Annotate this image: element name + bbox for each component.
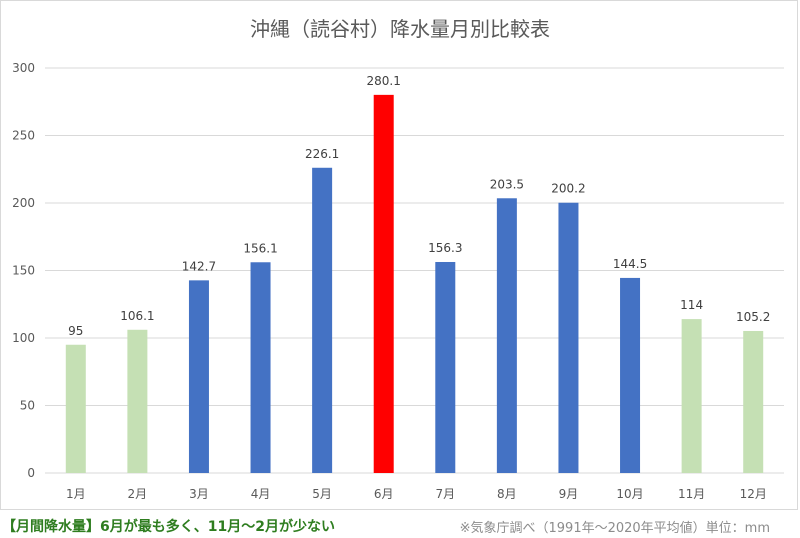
data-label: 226.1: [305, 147, 339, 161]
chart-title: 沖縄（読谷村）降水量月別比較表: [250, 17, 550, 41]
data-label: 156.3: [428, 241, 462, 255]
y-tick-label: 150: [12, 264, 35, 278]
data-label: 200.2: [551, 182, 585, 196]
bar: [620, 277, 641, 473]
bar: [558, 202, 579, 474]
summary-note: 【月間降水量】6月が最も多く、11月～2月が少ない: [2, 519, 335, 535]
y-tick-label: 300: [12, 61, 35, 75]
footer: 【月間降水量】6月が最も多く、11月～2月が少ない ※気象庁調べ（1991年～2…: [0, 514, 800, 538]
bar: [127, 329, 148, 473]
y-tick-label: 200: [12, 196, 35, 210]
y-tick-label: 250: [12, 129, 35, 143]
x-tick-label: 6月: [374, 487, 394, 501]
x-tick-label: 12月: [740, 487, 767, 501]
x-tick-label: 4月: [251, 487, 271, 501]
data-label: 144.5: [613, 257, 647, 271]
x-tick-label: 2月: [128, 487, 148, 501]
bar: [496, 198, 517, 473]
data-label: 95: [68, 324, 83, 338]
x-tick-label: 10月: [616, 487, 643, 501]
y-tick-label: 100: [12, 331, 35, 345]
bar: [250, 262, 271, 473]
x-tick-label: 7月: [435, 487, 455, 501]
x-tick-label: 3月: [189, 487, 209, 501]
bar: [681, 319, 702, 473]
bar: [65, 344, 86, 473]
data-label: 114: [680, 298, 703, 312]
x-tick-label: 9月: [559, 487, 579, 501]
data-label: 105.2: [736, 310, 770, 324]
data-label: 142.7: [182, 259, 216, 273]
data-label: 203.5: [490, 177, 524, 191]
bar: [373, 94, 394, 474]
x-tick-label: 1月: [66, 487, 86, 501]
bar: [188, 280, 209, 473]
y-tick-label: 50: [20, 399, 35, 413]
bar: [743, 330, 764, 473]
data-label: 280.1: [367, 74, 401, 88]
bar: [435, 261, 456, 473]
y-tick-label: 0: [27, 466, 35, 480]
x-tick-label: 11月: [678, 487, 705, 501]
source-note: ※気象庁調べ（1991年～2020年平均値）単位：mm: [459, 521, 770, 536]
chart-frame: 沖縄（読谷村）降水量月別比較表 0 50 100 150 200 250 300 95 1月 10…: [0, 0, 798, 510]
x-tick-label: 8月: [497, 487, 517, 501]
x-tick-label: 5月: [312, 487, 332, 501]
bar-chart: 0 50 100 150 200 250 300 95 1月 106.1 2月 142.7 3月 156.…: [12, 61, 784, 501]
bar: [312, 167, 333, 473]
data-label: 156.1: [243, 241, 277, 255]
data-label: 106.1: [120, 309, 154, 323]
